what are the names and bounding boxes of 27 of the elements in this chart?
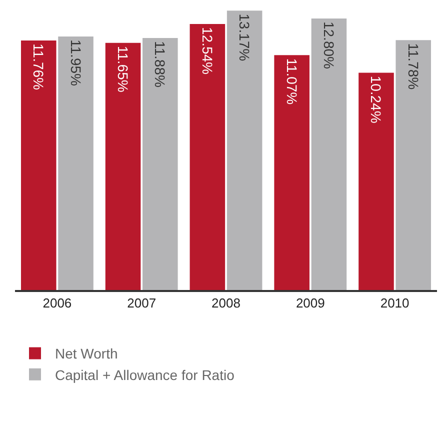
data-label: 11.88%	[152, 41, 168, 88]
bar	[190, 24, 226, 290]
data-label: 13.17%	[236, 14, 253, 62]
data-label: 10.24%	[368, 76, 384, 124]
data-label: 12.54%	[199, 27, 216, 74]
bar	[226, 10, 262, 290]
x-tick-label: 2008	[212, 295, 240, 310]
bar	[311, 18, 347, 290]
bar	[20, 40, 56, 290]
x-tick-label: 2010	[380, 295, 410, 310]
x-tick-label: 2007	[127, 295, 156, 310]
data-label: 11.95%	[68, 40, 84, 86]
x-tick-label: 2009	[296, 295, 325, 310]
legend-label: Capital + Allowance for Ratio	[55, 366, 235, 383]
data-label: 11.76%	[30, 44, 47, 90]
bar	[396, 40, 432, 290]
bar	[358, 72, 394, 290]
bar	[58, 36, 94, 290]
bar	[274, 55, 310, 290]
data-label: 11.78%	[405, 43, 422, 90]
data-label: 12.80%	[320, 21, 337, 69]
x-tick-label: 2006	[42, 295, 72, 310]
bar	[142, 38, 178, 290]
bar	[105, 42, 141, 290]
legend-label: Net Worth	[55, 346, 118, 362]
data-label: 11.07%	[284, 58, 300, 105]
data-label: 11.65%	[115, 46, 132, 92]
